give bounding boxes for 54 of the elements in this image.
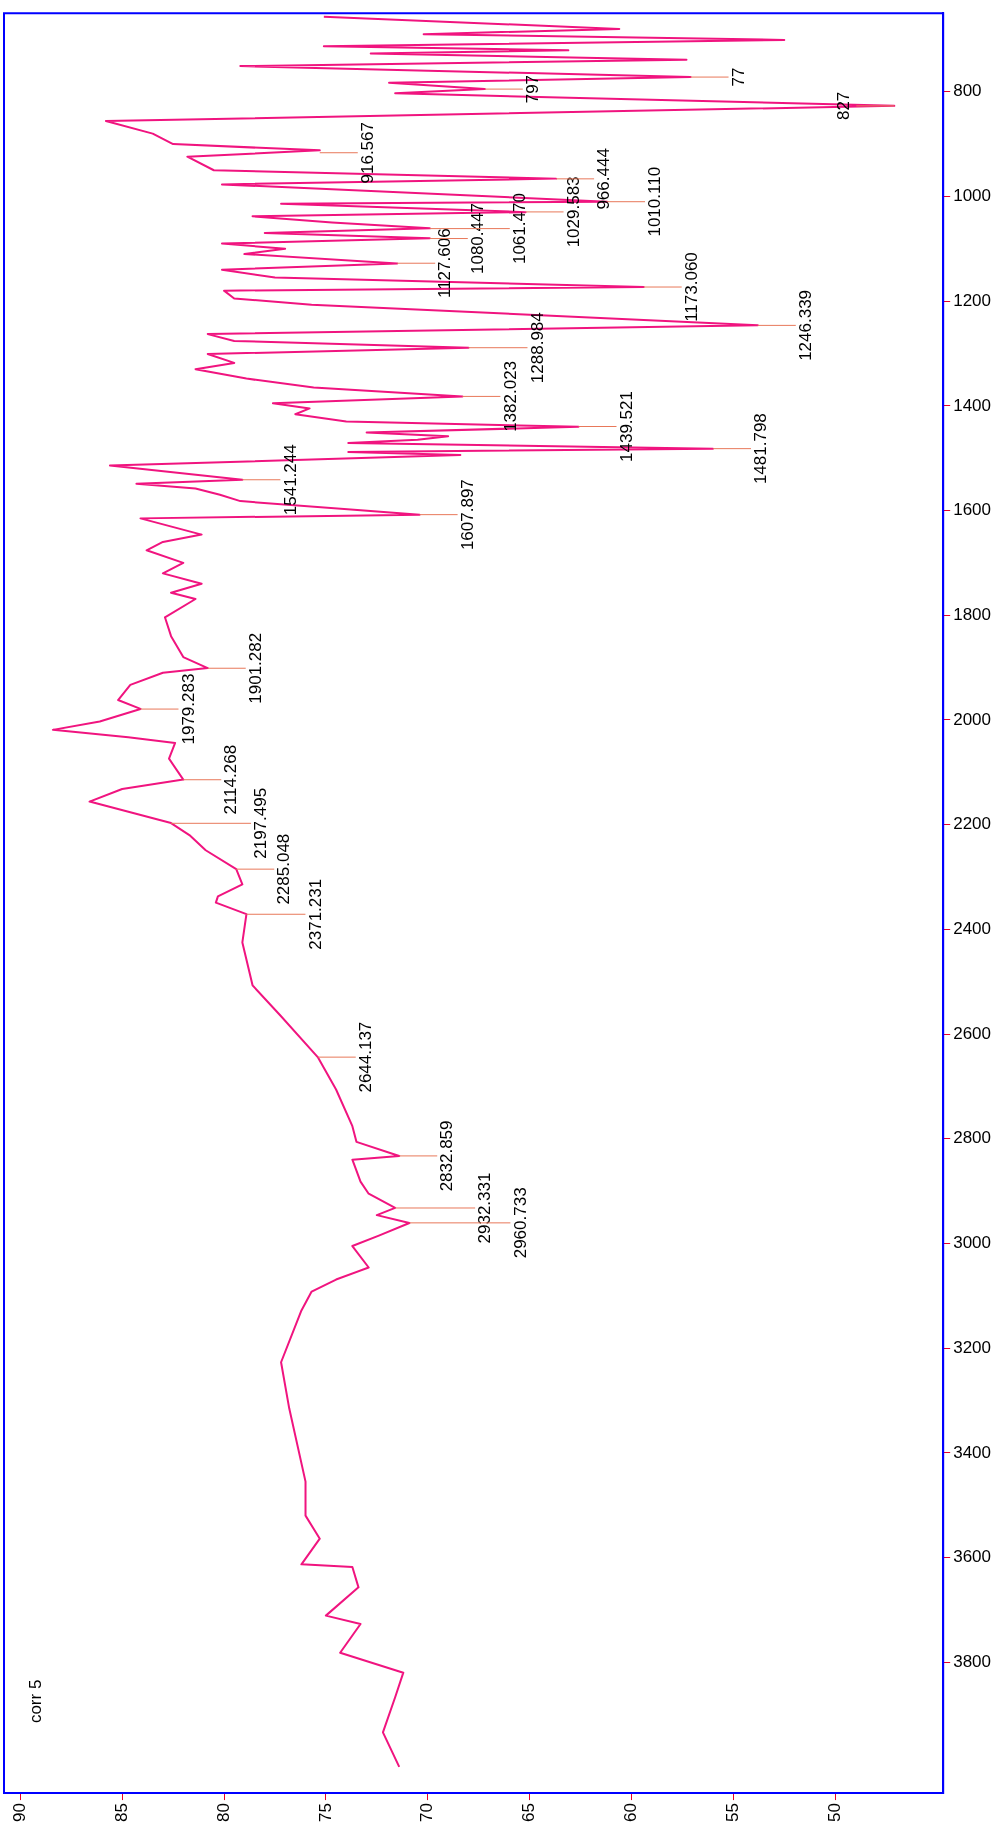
x-tick-label: 75 (315, 1803, 335, 1823)
annotation: 827 (834, 91, 854, 121)
x-tick-label: 90 (9, 1803, 29, 1823)
annotation: 1029.583 (563, 176, 583, 248)
x-tick-label: 80 (213, 1803, 233, 1823)
annotation: 2197.495 (251, 787, 271, 859)
y-tick-label: 1600 (953, 500, 992, 520)
annotation: 1173.060 (681, 252, 701, 322)
annotation: 966.444 (594, 148, 614, 210)
annotation: 1901.282 (245, 632, 265, 704)
y-tick-label: 3600 (953, 1547, 992, 1567)
x-tick-label: 55 (723, 1803, 743, 1823)
y-tick-label: 2200 (953, 814, 992, 834)
y-tick-label: 1800 (953, 604, 992, 624)
annotation: 2644.137 (355, 1021, 375, 1093)
y-tick-label: 3200 (953, 1337, 992, 1357)
annotation: 1607.897 (457, 479, 477, 551)
annotation: 2960.733 (510, 1187, 530, 1259)
annotation: 1246.339 (795, 289, 815, 361)
y-tick-label: 2000 (953, 709, 992, 729)
y-tick-label: 1200 (953, 290, 992, 310)
y-tick-label: 2400 (953, 919, 992, 939)
y-tick-label: 2600 (953, 1023, 992, 1043)
annotation: 77 (728, 67, 748, 87)
annotation: 1127.606 (435, 228, 455, 299)
annotation: 1979.283 (178, 673, 198, 745)
x-tick-label: 70 (417, 1803, 437, 1823)
y-tick-label: 800 (953, 81, 982, 101)
y-tick-label: 2800 (953, 1128, 992, 1148)
x-tick-label: 65 (519, 1803, 539, 1823)
y-tick-label: 3000 (953, 1233, 992, 1253)
annotation: 2285.048 (274, 833, 294, 905)
y-tick-label: 1400 (953, 395, 992, 415)
annotation: 1481.798 (751, 413, 771, 485)
annotation: 1288.984 (527, 312, 547, 384)
annotation: 1541.244 (280, 444, 300, 516)
annotation: 2932.331 (475, 1172, 495, 1244)
annotation: 1382.023 (500, 360, 520, 432)
annotation: 2371.231 (305, 878, 325, 950)
annotation: 797 (522, 74, 542, 104)
annotation: 916.567 (357, 122, 377, 184)
annotation: 1439.521 (616, 391, 636, 462)
x-tick-label: 60 (621, 1803, 641, 1823)
annotation: corr 5 (26, 1679, 46, 1724)
annotation: 2114.268 (221, 744, 241, 815)
y-tick-label: 1000 (953, 186, 992, 206)
annotation: 1061.470 (509, 193, 529, 265)
x-tick-label: 85 (111, 1803, 131, 1823)
x-tick-label: 50 (824, 1803, 844, 1823)
y-tick-label: 3800 (953, 1651, 992, 1671)
annotation: 1080.447 (467, 203, 487, 274)
annotation: 1010.110 (645, 166, 665, 237)
y-tick-label: 3400 (953, 1442, 992, 1462)
annotation: 2832.859 (437, 1120, 457, 1192)
